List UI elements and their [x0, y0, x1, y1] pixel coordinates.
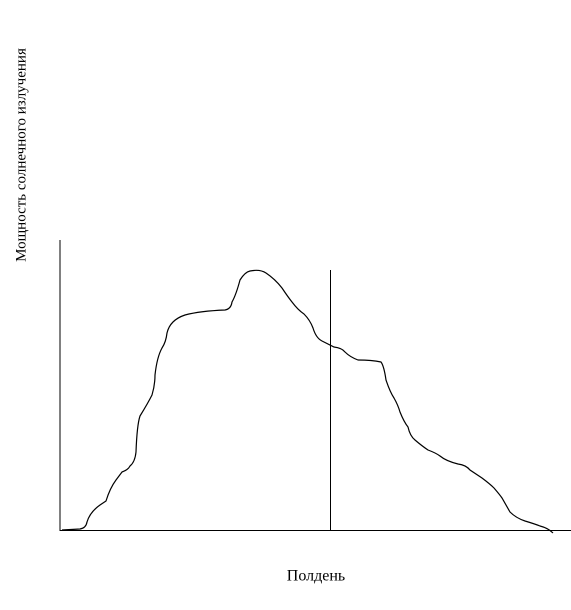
noon-label: Полдень — [287, 568, 345, 585]
radiation-curve — [61, 269, 554, 534]
y-axis-label: Мощность солнечного излучения — [13, 48, 29, 262]
